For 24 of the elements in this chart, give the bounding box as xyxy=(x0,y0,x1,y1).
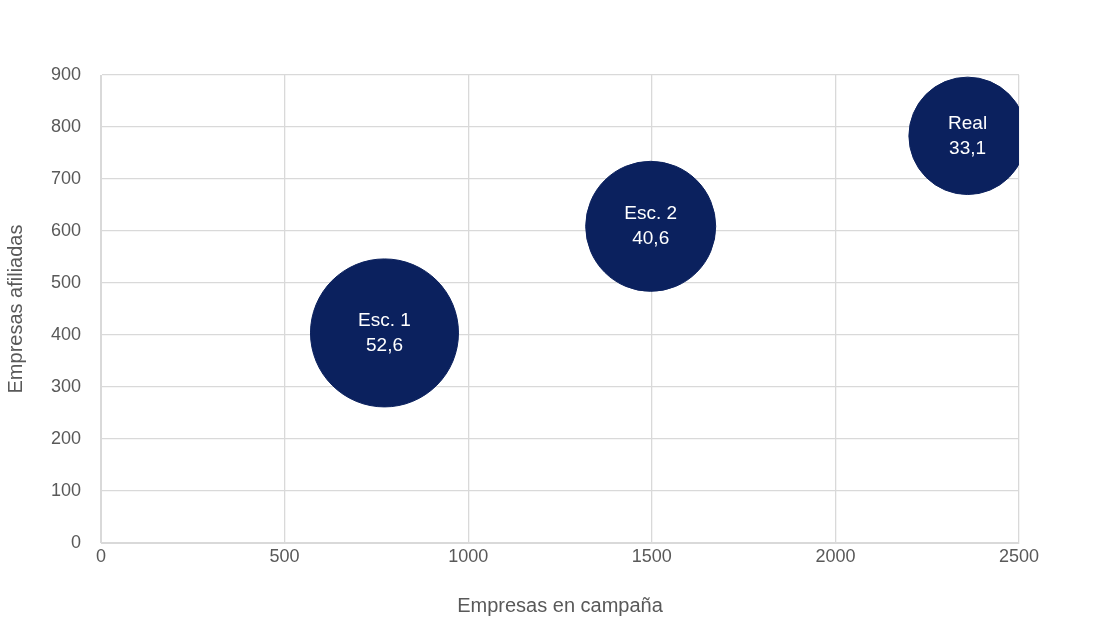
x-tick-label: 2000 xyxy=(815,545,856,566)
y-tick-label: 0 xyxy=(70,531,81,552)
x-axis-title: Empresas en campaña xyxy=(457,593,664,616)
y-tick-label: 900 xyxy=(50,63,81,84)
y-tick-label: 500 xyxy=(50,271,81,292)
series-label: Esc. 2 xyxy=(624,202,678,224)
x-tick-label: 1500 xyxy=(631,545,672,566)
x-tick-label: 0 xyxy=(95,545,107,566)
x-tick-label: 500 xyxy=(269,545,300,566)
series-label: Real xyxy=(948,111,988,133)
data-label: 33,1 xyxy=(949,136,987,158)
y-tick-label: 400 xyxy=(50,323,81,344)
series-label: Esc. 1 xyxy=(358,308,411,330)
y-tick-label: 200 xyxy=(50,427,81,448)
data-label: 40,6 xyxy=(632,227,670,249)
x-tick-label: 1000 xyxy=(448,545,489,566)
y-axis-title: Empresas afiliadas xyxy=(3,224,26,394)
y-tick-label: 600 xyxy=(50,219,81,240)
x-tick-label: 2500 xyxy=(998,545,1040,566)
data-label: 52,6 xyxy=(365,333,403,355)
y-tick-label: 700 xyxy=(50,167,81,188)
y-tick-label: 100 xyxy=(50,479,81,500)
y-tick-label: 800 xyxy=(50,115,81,136)
y-tick-label: 300 xyxy=(50,375,81,396)
